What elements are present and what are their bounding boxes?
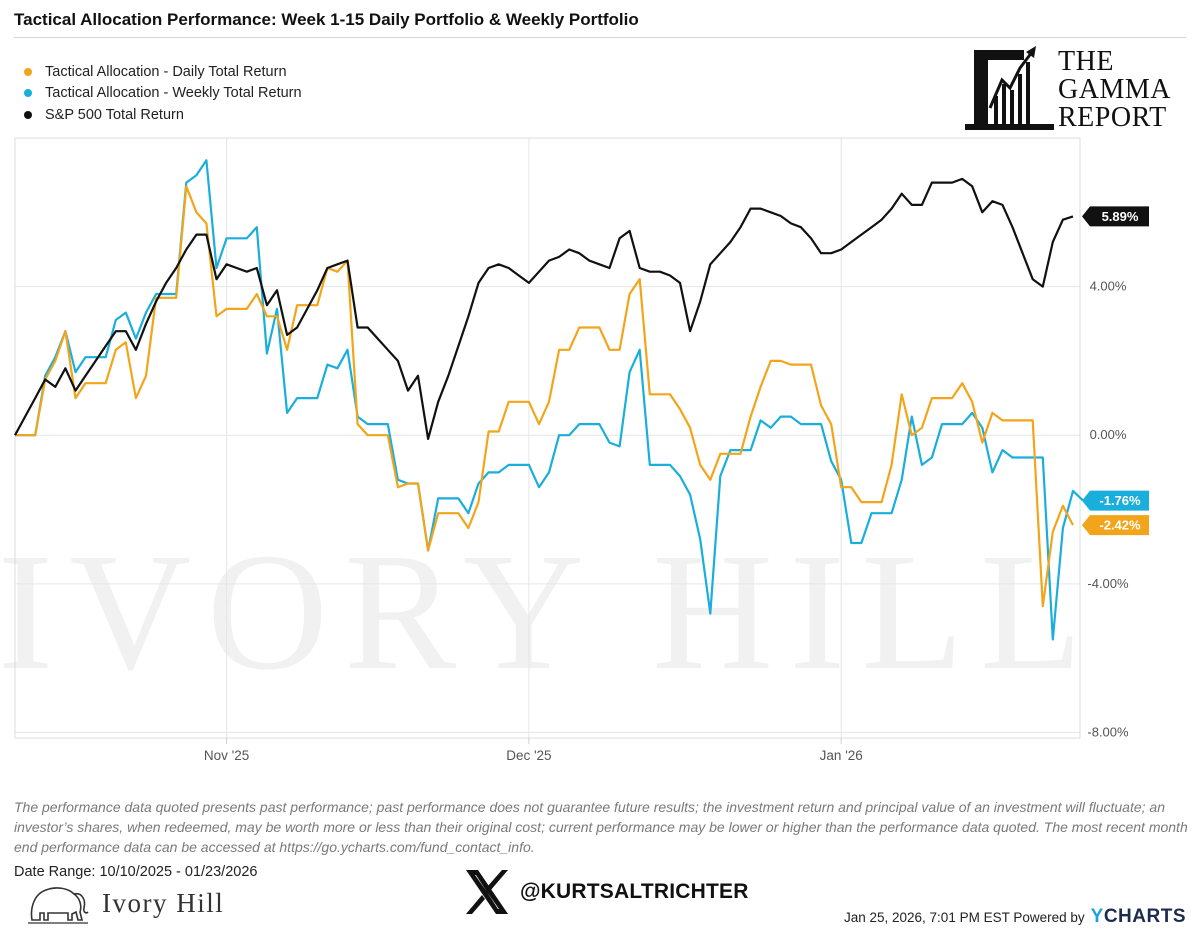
gamma-report-emblem-icon — [965, 46, 1055, 130]
brand-line-2: GAMMA — [1058, 74, 1171, 105]
legend-dot-weekly — [24, 89, 32, 98]
x-social-handle[interactable]: @KURTSALTRICHTER — [462, 862, 749, 922]
end-label-text: 5.89% — [1102, 209, 1139, 224]
x-axis-ticks: Nov '25 Dec '25 Jan '26 — [204, 738, 863, 763]
series-layer — [14, 159, 1084, 641]
ivory-hill-logo: Ivory Hill — [26, 880, 256, 926]
ivory-hill-wordmark: Ivory Hill — [102, 888, 225, 918]
date-range: Date Range: 10/10/2025 - 01/23/2026 — [14, 864, 258, 880]
ycharts-wordmark: CHARTS — [1103, 906, 1186, 927]
performance-chart: IVORY HILL -2.42%-1.76%5.89% 4.00%0.00%-… — [0, 137, 1149, 763]
end-label-text: -1.76% — [1099, 493, 1141, 508]
grid-lines — [15, 138, 1080, 738]
y-axis-ticks: 4.00% 0.00% -4.00% -8.00% — [1087, 279, 1129, 740]
legend-label-weekly: Tactical Allocation - Weekly Total Retur… — [45, 85, 302, 102]
y-tick-label: 4.00% — [1090, 279, 1127, 294]
watermark: IVORY HILL — [0, 519, 1098, 705]
ycharts-logo[interactable]: YCHARTS — [1091, 906, 1186, 928]
end-label-daily: -2.42% — [1082, 515, 1149, 536]
end-label-box — [1082, 515, 1149, 536]
end-labels: -2.42% -1.76% 5.89% — [1082, 206, 1149, 536]
gamma-report-logo: THE GAMMA REPORT — [962, 44, 1192, 136]
series-line-weekly — [15, 159, 1084, 641]
y-tick-label: -8.00% — [1087, 724, 1129, 739]
x-logo-icon — [466, 870, 508, 914]
end-label-box — [1082, 490, 1149, 511]
legend-item-weekly[interactable]: Tactical Allocation - Weekly Total Retur… — [24, 83, 302, 105]
x-tick-label: Jan '26 — [820, 748, 863, 763]
chart-title: Tactical Allocation Performance: Week 1-… — [14, 10, 639, 29]
series-line-daily — [15, 185, 1074, 608]
x-tick-label: Nov '25 — [204, 748, 249, 763]
legend-item-daily[interactable]: Tactical Allocation - Daily Total Return — [24, 61, 302, 83]
end-label-weekly: -1.76% — [1082, 490, 1149, 511]
plot-border — [14, 137, 1081, 739]
timestamp: Jan 25, 2026, 7:01 PM EST Powered by — [843, 909, 1085, 925]
social-handle-text: @KURTSALTRICHTER — [520, 880, 749, 903]
y-tick-label: 0.00% — [1090, 427, 1127, 442]
end-label-box — [1082, 206, 1149, 227]
series-line-sp500 — [14, 177, 1074, 440]
brand-line-1: THE — [1058, 46, 1114, 77]
performance-disclaimer: The performance data quoted presents pas… — [14, 799, 1188, 855]
watermark-text: IVORY HILL — [0, 519, 1098, 705]
legend-label-sp500: S&P 500 Total Return — [45, 106, 184, 123]
footer-stamp: Jan 25, 2026, 7:01 PM EST Powered by YCH… — [844, 906, 1186, 928]
gamma-report-wordmark: THE GAMMA REPORT — [1058, 48, 1171, 132]
chart-legend: Tactical Allocation - Daily Total Return… — [24, 61, 302, 126]
elephant-icon — [28, 887, 89, 924]
end-label-text: -2.42% — [1099, 518, 1141, 533]
x-tick-label: Dec '25 — [506, 748, 551, 763]
legend-item-sp500[interactable]: S&P 500 Total Return — [24, 104, 302, 126]
end-label-sp500: 5.89% — [1082, 206, 1149, 227]
legend-label-daily: Tactical Allocation - Daily Total Return — [45, 63, 287, 80]
ycharts-y-glyph: Y — [1090, 906, 1104, 927]
y-tick-label: -4.00% — [1087, 576, 1129, 591]
title-divider — [14, 37, 1186, 38]
brand-line-3: REPORT — [1058, 102, 1167, 133]
legend-dot-daily — [24, 67, 32, 76]
legend-dot-sp500 — [24, 110, 32, 119]
